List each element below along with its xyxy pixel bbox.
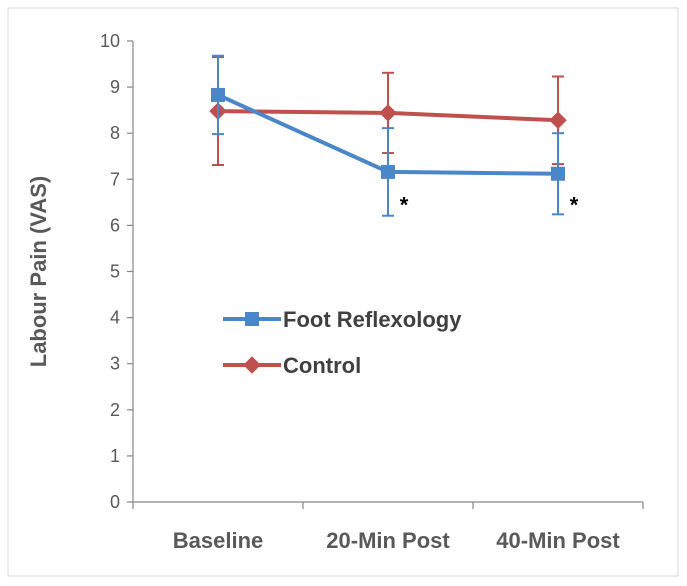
legend-item: Control: [223, 353, 361, 378]
legend-item: Foot Reflexology: [223, 307, 462, 332]
chart-border: [7, 7, 679, 577]
data-point: [549, 111, 567, 130]
legend-marker: [243, 356, 261, 374]
y-tick-label: 2: [110, 400, 120, 420]
legend-marker: [245, 312, 259, 326]
x-tick-label: Baseline: [173, 528, 264, 553]
significance-marker: *: [400, 192, 409, 217]
data-point: [211, 87, 225, 102]
legend-label: Control: [283, 353, 361, 378]
axes: 0 1 2 3 4 5 6 7 8 9 10 Baseline 20-Min Post 40-Min Po…: [26, 31, 644, 553]
x-tick-label: 20-Min Post: [326, 528, 450, 553]
y-tick-label: 0: [110, 492, 120, 512]
series-foot-reflexology: [211, 54, 565, 217]
y-tick-label: 3: [110, 354, 120, 374]
data-point: [551, 166, 565, 181]
y-tick-label: 10: [100, 31, 120, 51]
y-tick-label: 8: [110, 123, 120, 143]
y-tick-label: 9: [110, 77, 120, 97]
y-tick-label: 7: [110, 169, 120, 189]
data-point: [379, 104, 397, 122]
data-point: [381, 164, 395, 179]
series-layer: [209, 54, 567, 217]
legend: Foot Reflexology Control: [223, 307, 462, 378]
y-tick-label: 5: [110, 262, 120, 282]
x-tick-label: 40-Min Post: [496, 528, 620, 553]
y-axis-title: Labour Pain (VAS): [26, 176, 51, 368]
y-tick-label: 4: [110, 308, 120, 328]
y-tick-label: 1: [110, 446, 120, 466]
legend-label: Foot Reflexology: [283, 307, 462, 332]
y-tick-label: 6: [110, 215, 120, 235]
significance-marker: *: [570, 192, 579, 217]
